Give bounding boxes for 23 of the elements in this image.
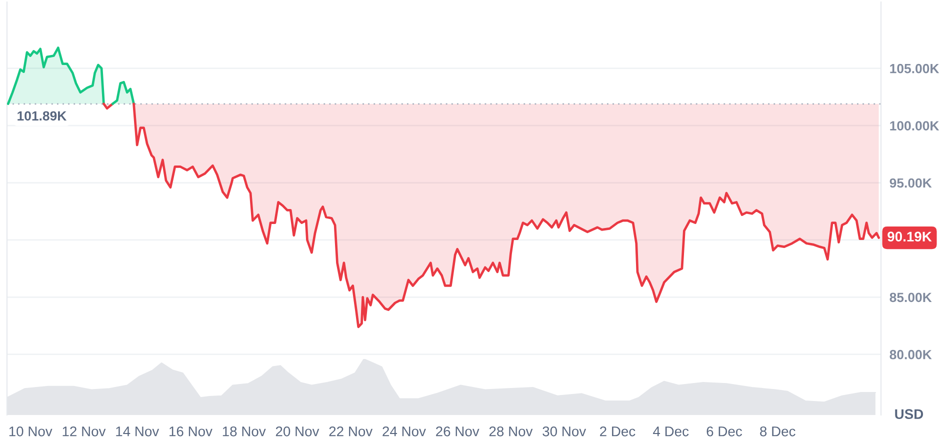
x-tick-label: 8 Dec — [760, 426, 796, 436]
y-tick-label: 85.00K — [890, 292, 932, 302]
y-tick-label: 105.00K — [890, 64, 940, 74]
x-tick-label: 16 Nov — [170, 426, 212, 436]
x-tick-label: 30 Nov — [542, 426, 586, 436]
x-tick-label: 18 Nov — [222, 426, 266, 436]
x-tick-label: 2 Dec — [600, 426, 636, 436]
x-tick-label: 20 Nov — [276, 426, 320, 436]
y-axis-title: USD — [895, 409, 924, 420]
y-tick-label: 80.00K — [890, 350, 932, 360]
ref-line-label: 101.89K — [18, 111, 67, 121]
x-tick-label: 26 Nov — [436, 426, 480, 436]
x-tick-label: 12 Nov — [62, 426, 106, 436]
x-tick-label: 4 Dec — [653, 426, 689, 436]
x-tick-label: 14 Nov — [116, 426, 160, 436]
x-tick-label: 24 Nov — [382, 426, 426, 436]
y-tick-label: 100.00K — [890, 121, 940, 130]
x-tick-label: 28 Nov — [489, 426, 533, 436]
x-tick-label: 22 Nov — [329, 426, 373, 436]
annotation: 90.19K — [888, 232, 932, 242]
x-tick-label: 10 Nov — [9, 426, 52, 436]
y-tick-label: 95.00K — [890, 178, 932, 188]
x-tick-label: 6 Dec — [706, 426, 742, 436]
